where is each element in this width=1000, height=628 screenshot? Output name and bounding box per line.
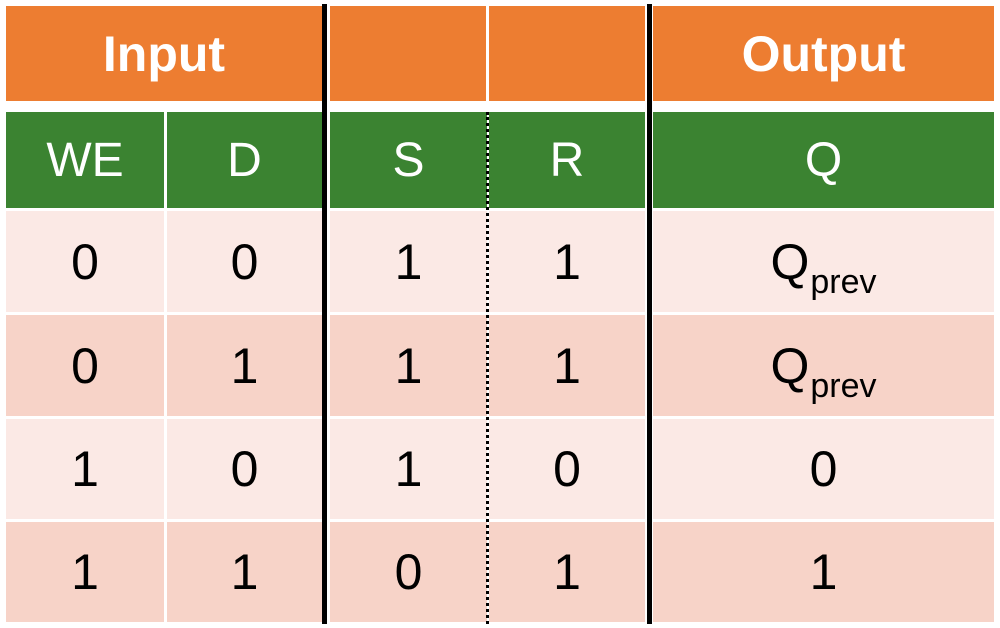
cell-we: 0 bbox=[71, 233, 99, 290]
cell-q: Qprev bbox=[770, 233, 876, 301]
q-main: Q bbox=[770, 233, 810, 290]
header-r-label: R bbox=[549, 133, 585, 187]
table-cell: Qprev bbox=[653, 211, 994, 312]
banner-output-label: Output bbox=[741, 25, 906, 82]
banner-output: Output bbox=[653, 6, 994, 101]
header-we: WE bbox=[6, 112, 164, 208]
table-cell: 0 bbox=[6, 315, 164, 416]
cell-d: 1 bbox=[230, 337, 259, 394]
table-cell: 0 bbox=[167, 211, 322, 312]
cell-r: 1 bbox=[553, 233, 581, 290]
banner-input-label: Input bbox=[102, 25, 226, 82]
banner-middle-right bbox=[489, 6, 645, 101]
table-cell: 1 bbox=[167, 315, 322, 416]
header-s: S bbox=[330, 112, 487, 208]
header-we-label: WE bbox=[46, 133, 124, 187]
table-cell: 1 bbox=[489, 315, 645, 416]
q-subscript: prev bbox=[810, 366, 877, 405]
table-cell: 1 bbox=[6, 522, 164, 622]
cell-r: 1 bbox=[553, 337, 581, 394]
header-r: R bbox=[489, 112, 645, 208]
cell-q: 1 bbox=[809, 544, 838, 600]
table-cell: 1 bbox=[330, 211, 487, 312]
cell-d: 1 bbox=[230, 544, 259, 600]
q-subscript: prev bbox=[810, 262, 877, 301]
table-cell: 0 bbox=[653, 419, 994, 519]
table-cell: Qprev bbox=[653, 315, 994, 416]
cell-d: 0 bbox=[230, 441, 259, 497]
cell-we: 1 bbox=[71, 544, 99, 600]
cell-r: 0 bbox=[553, 441, 581, 497]
divider-dotted bbox=[486, 112, 489, 624]
q-main: Q bbox=[770, 337, 810, 394]
table-cell: 0 bbox=[167, 419, 322, 519]
table-cell: 0 bbox=[330, 522, 487, 622]
header-q: Q bbox=[653, 112, 994, 208]
divider-thick-left bbox=[322, 4, 327, 624]
header-d: D bbox=[167, 112, 322, 208]
header-s-label: S bbox=[392, 133, 425, 187]
cell-we: 1 bbox=[71, 441, 99, 497]
table-cell: 0 bbox=[489, 419, 645, 519]
cell-r: 1 bbox=[553, 544, 581, 600]
divider-thick-right bbox=[647, 4, 652, 624]
table-cell: 1 bbox=[489, 522, 645, 622]
banner-input: Input bbox=[6, 6, 322, 101]
table-cell: 0 bbox=[6, 211, 164, 312]
cell-s: 1 bbox=[394, 441, 423, 497]
cell-q: 0 bbox=[809, 441, 838, 497]
header-d-label: D bbox=[227, 133, 262, 187]
table-cell: 1 bbox=[653, 522, 994, 622]
table-cell: 1 bbox=[489, 211, 645, 312]
header-q-label: Q bbox=[804, 133, 843, 187]
table-cell: 1 bbox=[330, 315, 487, 416]
table-cell: 1 bbox=[6, 419, 164, 519]
cell-s: 0 bbox=[394, 544, 423, 600]
cell-s: 1 bbox=[394, 233, 423, 290]
cell-d: 0 bbox=[230, 233, 259, 290]
cell-s: 1 bbox=[394, 337, 423, 394]
table-cell: 1 bbox=[330, 419, 487, 519]
banner-middle-left bbox=[330, 6, 486, 101]
cell-q: Qprev bbox=[770, 337, 876, 405]
table-cell: 1 bbox=[167, 522, 322, 622]
cell-we: 0 bbox=[71, 337, 99, 394]
